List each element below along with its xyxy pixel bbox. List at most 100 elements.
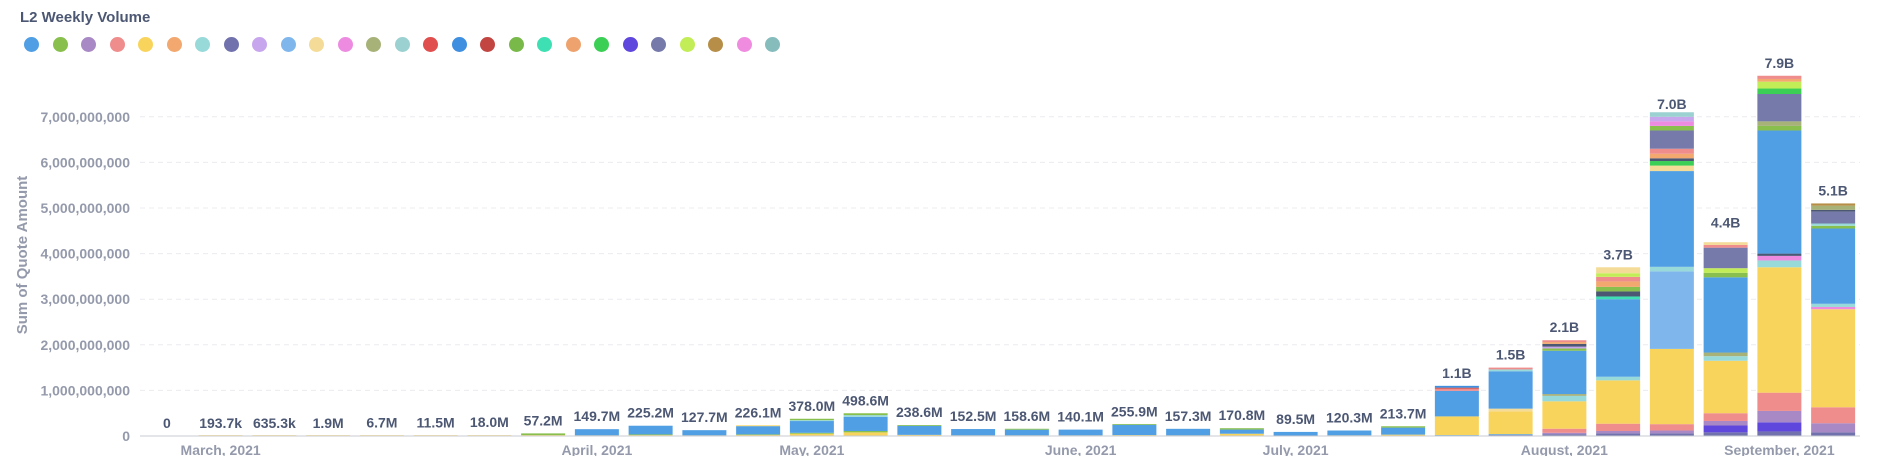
- data-label: 213.7M: [1380, 405, 1427, 421]
- bar-segment: [897, 425, 942, 435]
- bar-segment: [1811, 205, 1856, 210]
- data-label: 149.7M: [574, 408, 621, 424]
- x-tick-label: April, 2021: [561, 442, 632, 456]
- bar-segment: [682, 430, 727, 436]
- bar-segment: [1757, 125, 1802, 131]
- y-axis-label: Sum of Quote Amount: [14, 176, 31, 335]
- legend-dot-9[interactable]: [280, 37, 296, 52]
- bar-segment: [1004, 428, 1049, 430]
- bar-segment: [1757, 121, 1802, 126]
- legend-dot-8[interactable]: [252, 37, 267, 52]
- bar-segment: [789, 421, 834, 433]
- bar-segment: [1004, 429, 1049, 436]
- bar-segment: [1596, 423, 1641, 431]
- bar-segment: [789, 418, 834, 421]
- bar-segment: [1703, 242, 1748, 245]
- legend-dot-15[interactable]: [451, 37, 467, 52]
- x-tick-label: July, 2021: [1263, 442, 1329, 456]
- bar-segment: [1596, 286, 1641, 292]
- bar-segment: [951, 429, 996, 436]
- bar-segment: [1434, 387, 1479, 389]
- y-tick-label: 6,000,000,000: [40, 154, 130, 170]
- bar-segment: [1596, 433, 1641, 436]
- legend-dot-11[interactable]: [337, 37, 353, 52]
- bar-segment: [1649, 424, 1694, 431]
- legend-dot-2[interactable]: [81, 37, 96, 52]
- data-label: 1.1B: [1442, 365, 1472, 381]
- legend-dot-16[interactable]: [480, 37, 495, 52]
- legend-dot-20[interactable]: [594, 37, 609, 52]
- bar-segment: [1219, 433, 1264, 436]
- bar-segment: [1649, 116, 1694, 122]
- data-label: 127.7M: [681, 409, 728, 425]
- legend-dot-3[interactable]: [109, 37, 125, 52]
- bar-segment: [843, 413, 888, 416]
- legend-dot-22[interactable]: [651, 37, 666, 52]
- legend-dot-23[interactable]: [679, 37, 695, 52]
- legend-dot-4[interactable]: [138, 37, 153, 52]
- bar-segment: [1596, 296, 1641, 300]
- bar-segment: [1112, 424, 1157, 436]
- bar-segment: [1649, 271, 1694, 349]
- legend-dot-24[interactable]: [708, 37, 723, 52]
- legend-dot-25[interactable]: [736, 37, 752, 52]
- bar-segment: [736, 434, 781, 436]
- bar-segment: [1811, 309, 1856, 408]
- data-label: 3.7B: [1603, 246, 1633, 262]
- legend-dot-1[interactable]: [52, 37, 68, 52]
- bar-segment: [1757, 75, 1802, 79]
- legend-dot-5[interactable]: [166, 37, 182, 52]
- y-tick-label: 0: [122, 428, 130, 444]
- bar-segment: [1219, 429, 1264, 434]
- legend-dot-14[interactable]: [423, 37, 438, 52]
- legend-dot-7[interactable]: [223, 37, 239, 52]
- x-tick-label: September, 2021: [1724, 442, 1835, 456]
- data-label: 6.7M: [366, 415, 397, 431]
- legend-dot-6[interactable]: [195, 37, 210, 52]
- bar-segment: [1703, 244, 1748, 248]
- legend-dot-0[interactable]: [24, 37, 39, 52]
- legend-dot-26[interactable]: [765, 37, 780, 52]
- bar-segment: [1703, 277, 1748, 353]
- legend: [24, 37, 780, 52]
- bar-segment: [1596, 291, 1641, 297]
- y-tick-label: 4,000,000,000: [40, 246, 130, 262]
- bar-segment: [1596, 281, 1641, 287]
- bar-segment: [1649, 433, 1694, 436]
- bar-segment: [1757, 78, 1802, 82]
- data-label: 225.2M: [627, 405, 674, 421]
- legend-dot-12[interactable]: [366, 37, 381, 52]
- bar-segment: [736, 426, 781, 435]
- data-label: 18.0M: [470, 414, 509, 430]
- data-label: 635.3k: [253, 415, 296, 431]
- bar-segment: [1649, 161, 1694, 166]
- data-label: 157.3M: [1165, 408, 1212, 424]
- bar-segment: [1811, 423, 1856, 433]
- legend-dot-19[interactable]: [565, 37, 581, 52]
- bar-segment: [1703, 413, 1748, 421]
- bar-segment: [1811, 203, 1856, 206]
- bar-segment: [1811, 209, 1856, 212]
- bar-segment: [1381, 426, 1426, 428]
- data-label: 2.1B: [1550, 319, 1580, 335]
- bar-segment: [1596, 376, 1641, 381]
- legend-dot-10[interactable]: [309, 37, 324, 52]
- bar-segment: [1757, 392, 1802, 411]
- bar-segment: [1488, 367, 1533, 370]
- legend-dot-13[interactable]: [394, 37, 410, 52]
- legend-dot-17[interactable]: [508, 37, 524, 52]
- bar-segment: [1542, 394, 1587, 396]
- data-label: 255.9M: [1111, 403, 1158, 419]
- bar-segment: [1703, 432, 1748, 436]
- legend-dot-21[interactable]: [622, 37, 638, 52]
- data-label: 226.1M: [735, 405, 782, 421]
- data-label: 120.3M: [1326, 410, 1373, 426]
- bar-segment: [1811, 407, 1856, 424]
- bar-segment: [1542, 428, 1587, 433]
- legend-dot-18[interactable]: [537, 37, 552, 52]
- bar-segment: [1811, 306, 1856, 310]
- bar-segment: [1649, 430, 1694, 434]
- bar-segment: [843, 432, 888, 436]
- bar-segment: [897, 425, 942, 426]
- bar-segment: [1703, 360, 1748, 414]
